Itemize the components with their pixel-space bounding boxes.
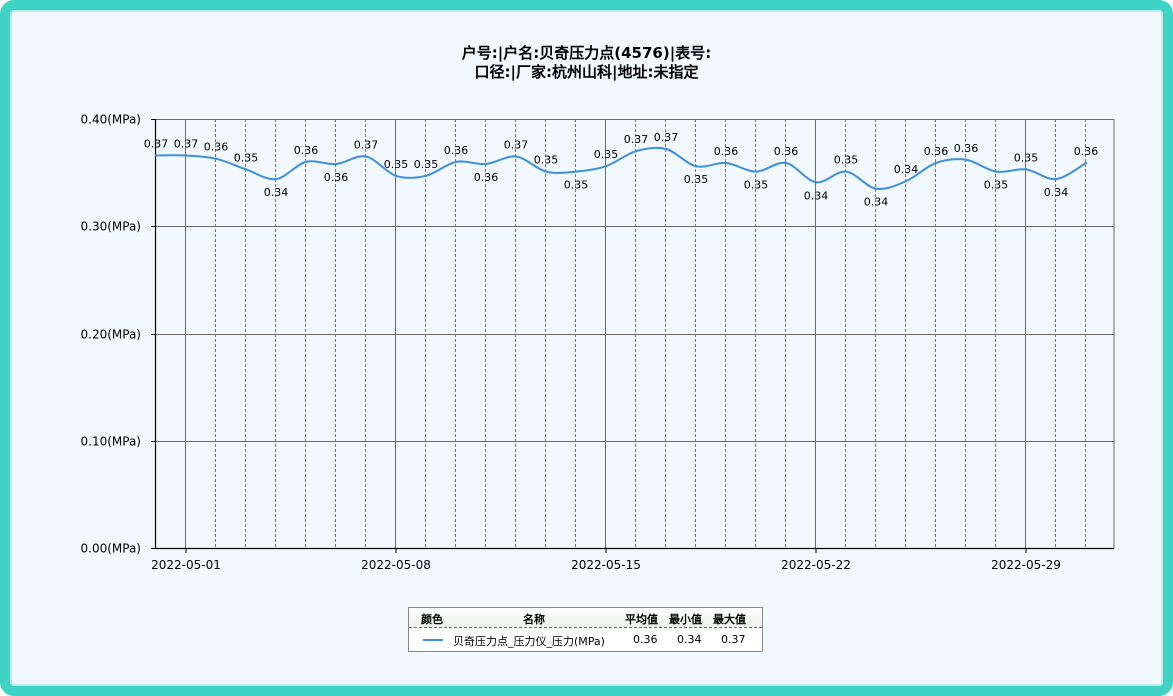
- plot-area: [155, 119, 1114, 548]
- title-line-2: 口径:|厂家:杭州山科|地址:未指定: [474, 63, 699, 81]
- data-point: [814, 181, 818, 184]
- data-point: [484, 162, 488, 166]
- data-point: [874, 187, 878, 190]
- legend-series-max: 0.37: [721, 633, 746, 646]
- data-label: 0.36: [474, 171, 499, 184]
- data-point: [934, 161, 938, 165]
- data-point: [904, 180, 908, 183]
- data-label: 0.35: [984, 179, 1009, 192]
- data-label: 0.37: [624, 133, 649, 146]
- data-point: [244, 168, 248, 171]
- y-tick-label: 0.30(MPa): [81, 220, 142, 234]
- legend-header-max: 最大值: [713, 613, 746, 626]
- data-label: 0.35: [684, 173, 709, 186]
- data-point: [1024, 168, 1028, 171]
- data-label: 0.34: [894, 163, 919, 176]
- y-tick-label: 0.10(MPa): [81, 435, 142, 449]
- legend-series-avg: 0.36: [633, 633, 658, 646]
- data-point: [424, 174, 428, 178]
- data-label: 0.36: [444, 144, 469, 157]
- y-tick-label: 0.00(MPa): [81, 542, 142, 556]
- data-point: [514, 155, 518, 158]
- data-label: 0.35: [744, 179, 769, 192]
- data-label: 0.36: [1074, 145, 1099, 158]
- data-label: 0.37: [174, 137, 199, 150]
- y-tick-label: 0.20(MPa): [81, 328, 142, 342]
- data-point: [754, 170, 758, 173]
- data-point: [574, 170, 578, 173]
- data-label: 0.36: [774, 145, 799, 158]
- x-tick-label: 2022-05-22: [781, 558, 851, 572]
- x-tick-label: 2022-05-01: [151, 558, 221, 572]
- legend-series-min: 0.34: [677, 633, 702, 646]
- data-point: [694, 164, 698, 168]
- data-point: [184, 154, 188, 157]
- data-point: [1054, 177, 1058, 181]
- data-point: [334, 162, 338, 166]
- x-tick-label: 2022-05-08: [361, 558, 431, 572]
- data-point: [274, 177, 278, 181]
- data-point: [304, 160, 308, 164]
- data-point: [394, 174, 398, 178]
- data-point: [214, 157, 218, 160]
- data-label: 0.36: [954, 142, 979, 155]
- data-label: 0.35: [234, 151, 259, 164]
- data-point: [604, 164, 608, 168]
- data-label: 0.34: [804, 189, 829, 202]
- legend-row: 贝奇压力点_压力仪_压力(MPa) 0.36 0.34 0.37: [409, 628, 762, 652]
- data-point: [1084, 161, 1088, 165]
- data-point: [634, 149, 638, 153]
- data-label: 0.35: [414, 158, 439, 171]
- legend-header: 颜色 名称 平均值 最小值 最大值: [409, 608, 762, 628]
- legend-header-color: 颜色: [421, 613, 443, 626]
- data-label: 0.36: [204, 141, 229, 154]
- data-label: 0.37: [354, 139, 379, 152]
- data-label: 0.36: [714, 145, 739, 158]
- legend-series-name: 贝奇压力点_压力仪_压力(MPa): [453, 635, 605, 648]
- data-label: 0.35: [594, 148, 619, 161]
- data-point: [454, 160, 458, 164]
- data-label: 0.36: [924, 145, 949, 158]
- x-tick-label: 2022-05-15: [571, 558, 641, 572]
- data-label: 0.36: [294, 144, 319, 157]
- data-label: 0.34: [1044, 186, 1069, 199]
- data-label: 0.34: [264, 186, 289, 199]
- data-label: 0.37: [144, 137, 169, 150]
- data-label: 0.35: [564, 179, 589, 192]
- data-point: [964, 158, 968, 161]
- data-point: [364, 155, 368, 158]
- data-point: [994, 170, 998, 173]
- legend-table: 颜色 名称 平均值 最小值 最大值 贝奇压力点_压力仪_压力(MPa) 0.36…: [408, 607, 763, 652]
- legend-header-avg: 平均值: [625, 613, 658, 626]
- data-label: 0.37: [504, 139, 529, 152]
- data-label: 0.35: [534, 154, 559, 167]
- data-point: [544, 170, 548, 173]
- title-line-1: 户号:|户名:贝奇压力点(4576)|表号:: [461, 44, 712, 62]
- data-label: 0.36: [324, 171, 349, 184]
- data-label: 0.34: [864, 196, 889, 209]
- data-point: [784, 161, 788, 165]
- x-tick-label: 2022-05-29: [991, 558, 1061, 572]
- data-point: [844, 170, 848, 173]
- data-point: [154, 154, 158, 157]
- data-label: 0.35: [834, 154, 859, 167]
- legend-header-name: 名称: [523, 613, 545, 626]
- data-label: 0.35: [384, 158, 409, 171]
- legend-series-swatch: [423, 639, 443, 641]
- series-line: [155, 146, 1087, 191]
- data-label: 0.35: [1014, 151, 1039, 164]
- chart-title: 户号:|户名:贝奇压力点(4576)|表号: 口径:|厂家:杭州山科|地址:未指…: [0, 44, 1173, 82]
- data-point: [664, 147, 668, 151]
- legend-header-min: 最小值: [669, 613, 702, 626]
- data-label: 0.37: [654, 131, 679, 144]
- y-tick-label: 0.40(MPa): [81, 113, 142, 127]
- data-point: [724, 161, 728, 165]
